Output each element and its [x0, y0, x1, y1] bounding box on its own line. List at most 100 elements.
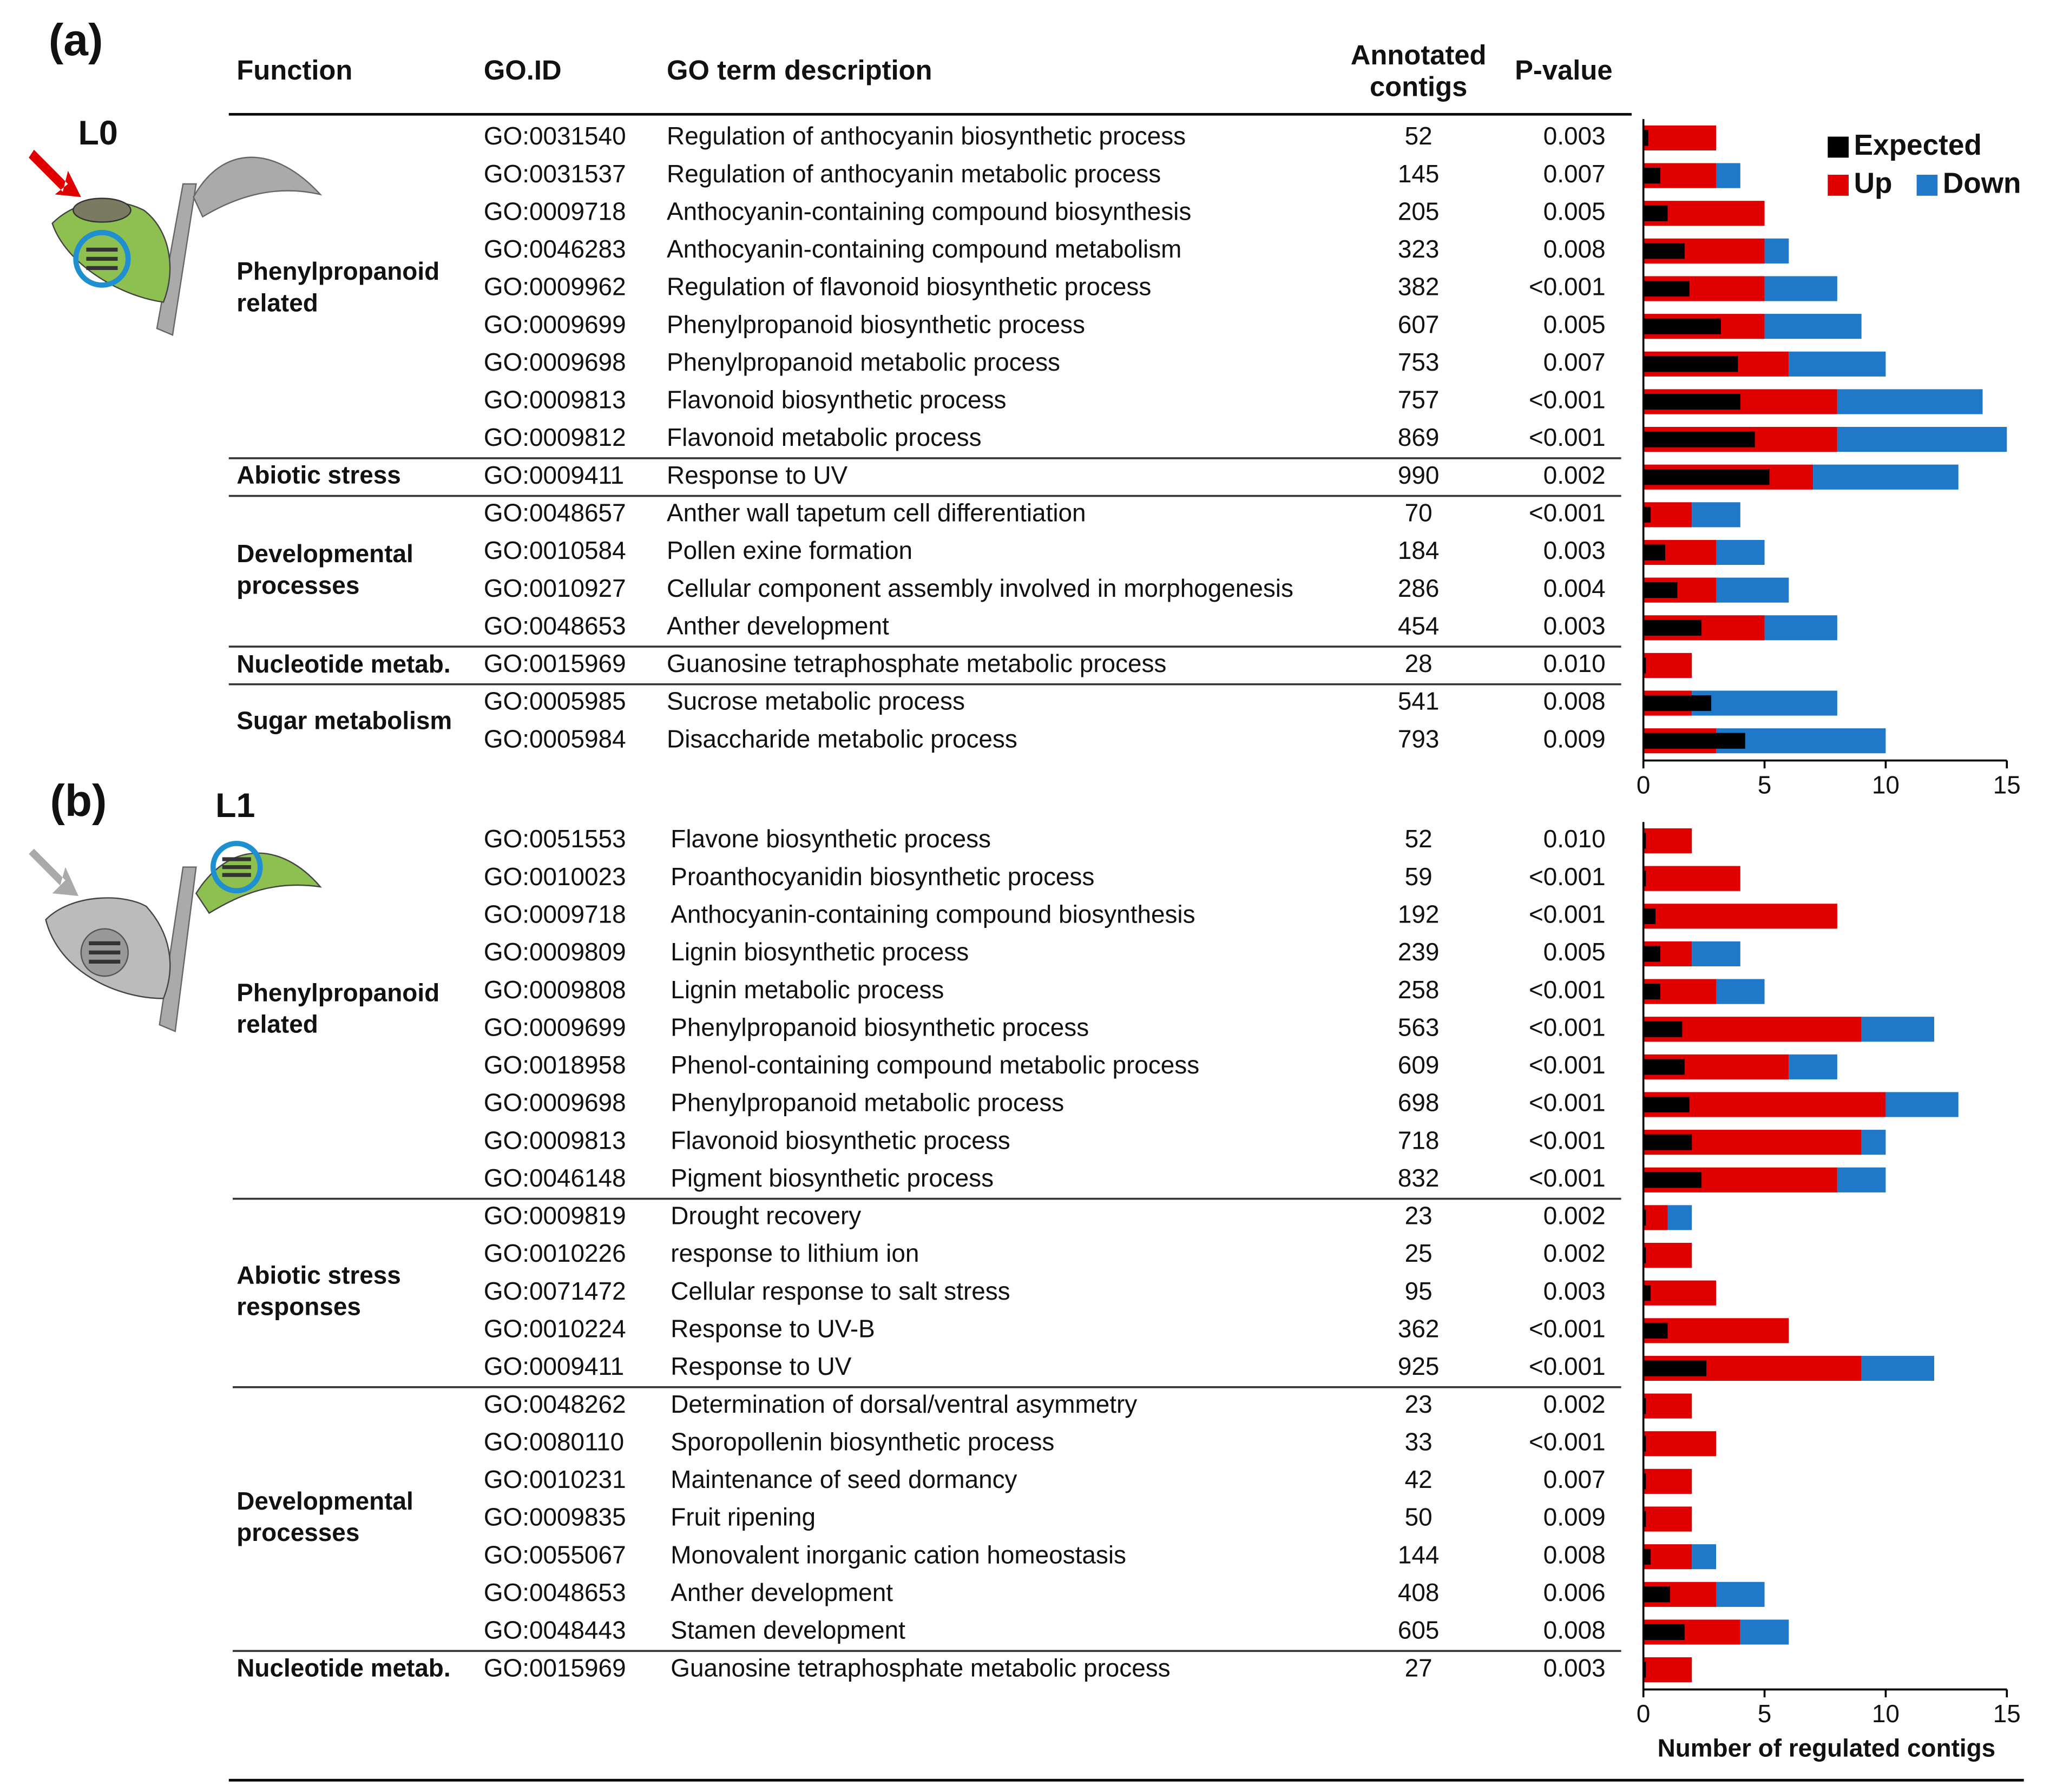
- x-tick-label: 10: [1872, 770, 1900, 799]
- annotated-contigs: 33: [1405, 1427, 1433, 1455]
- x-tick-label: 0: [1637, 770, 1651, 799]
- expected-bar: [1643, 1285, 1651, 1301]
- annotated-contigs: 205: [1398, 197, 1440, 225]
- go-term: Lignin biosynthetic process: [671, 938, 969, 966]
- annotated-contigs: 698: [1398, 1089, 1440, 1117]
- go-id: GO:0015969: [484, 1653, 626, 1682]
- annotated-contigs: 869: [1398, 423, 1440, 451]
- go-id: GO:0048443: [484, 1616, 626, 1644]
- go-term: response to lithium ion: [671, 1239, 919, 1267]
- go-id: GO:0046148: [484, 1164, 626, 1192]
- annotated-contigs: 239: [1398, 938, 1440, 966]
- p-value: 0.010: [1543, 649, 1606, 677]
- expected-bar: [1643, 506, 1651, 523]
- x-axis-label: Number of regulated contigs: [1658, 1734, 1996, 1762]
- go-id: GO:0010231: [484, 1465, 626, 1493]
- go-id: GO:0071472: [484, 1277, 626, 1305]
- p-value: 0.009: [1543, 724, 1606, 753]
- go-term: Lignin metabolic process: [671, 976, 944, 1004]
- legend-label: Up: [1854, 167, 1893, 199]
- annotated-contigs: 990: [1398, 461, 1440, 489]
- annotated-contigs: 184: [1398, 536, 1440, 564]
- p-value: 0.006: [1543, 1578, 1606, 1606]
- annotated-contigs: 258: [1398, 976, 1440, 1004]
- x-tick-label: 15: [1993, 1699, 2021, 1728]
- expected-bar: [1643, 1473, 1646, 1490]
- panel-label: (b): [50, 776, 107, 826]
- bar-segment: [1643, 1431, 1717, 1457]
- annotated-contigs: 323: [1398, 235, 1440, 263]
- go-term: Flavone biosynthetic process: [671, 825, 991, 853]
- function-label-box: Nucleotide metab.: [236, 651, 450, 678]
- go-id: GO:0010927: [484, 574, 626, 602]
- function-label-box: Phenylpropanoid related: [236, 259, 439, 318]
- annotated-contigs: 286: [1398, 574, 1440, 602]
- go-term: Proanthocyanidin biosynthetic process: [671, 862, 1094, 891]
- go-id: GO:0009812: [484, 423, 626, 451]
- function-label-box: Abiotic stress: [236, 463, 401, 490]
- stage-label: L1: [215, 787, 255, 825]
- annotated-contigs: 95: [1405, 1277, 1433, 1305]
- p-value: 0.005: [1543, 938, 1606, 966]
- p-value: 0.009: [1543, 1503, 1606, 1531]
- expected-bar: [1643, 908, 1656, 924]
- expected-bar: [1643, 1511, 1646, 1527]
- p-value: <0.001: [1529, 273, 1606, 301]
- go-id: GO:0009813: [484, 386, 626, 414]
- expected-bar: [1643, 984, 1661, 1000]
- go-id: GO:0005984: [484, 724, 626, 753]
- go-term: Sporopollenin biosynthetic process: [671, 1427, 1054, 1455]
- bar-segment: [1667, 1205, 1692, 1230]
- bar-segment: [1692, 502, 1740, 528]
- p-value: <0.001: [1529, 1427, 1606, 1455]
- annotated-contigs: 382: [1398, 273, 1440, 301]
- annotated-contigs: 757: [1398, 386, 1440, 414]
- bar-segment: [1692, 1544, 1717, 1570]
- bar-segment: [1716, 577, 1789, 603]
- function-label-box: Developmental processes: [236, 541, 413, 600]
- bar-segment: [1789, 351, 1886, 377]
- bar-segment: [1861, 1130, 1886, 1155]
- p-value: 0.003: [1543, 611, 1606, 640]
- p-value: 0.002: [1543, 1390, 1606, 1418]
- p-value: <0.001: [1529, 1126, 1606, 1154]
- go-id: GO:0080110: [484, 1427, 624, 1455]
- go-id: GO:0009808: [484, 976, 626, 1004]
- annotated-contigs: 25: [1405, 1239, 1433, 1267]
- p-value: 0.005: [1543, 197, 1606, 225]
- p-value: <0.001: [1529, 423, 1606, 451]
- bar-segment: [1885, 1092, 1959, 1117]
- column-header-box: Annotated contigs: [1351, 41, 1487, 102]
- expected-bar: [1643, 1624, 1685, 1641]
- annotated-contigs: 52: [1405, 825, 1433, 853]
- go-id: GO:0031537: [484, 160, 626, 188]
- expected-bar: [1643, 946, 1661, 962]
- annotated-contigs: 563: [1398, 1013, 1440, 1041]
- function-label-box: Sugar metabolism: [236, 708, 452, 735]
- expected-bar: [1643, 1549, 1651, 1565]
- p-value: 0.008: [1543, 687, 1606, 715]
- go-id: GO:0031540: [484, 122, 626, 150]
- go-id: GO:0009835: [484, 1503, 626, 1531]
- expected-bar: [1643, 695, 1712, 711]
- annotated-contigs: 408: [1398, 1578, 1440, 1606]
- p-value: <0.001: [1529, 1013, 1606, 1041]
- p-value: 0.003: [1543, 1653, 1606, 1682]
- p-value: <0.001: [1529, 386, 1606, 414]
- p-value: <0.001: [1529, 900, 1606, 928]
- bar-segment: [1643, 1544, 1692, 1570]
- go-id: GO:0009819: [484, 1201, 626, 1229]
- annotated-contigs: 605: [1398, 1616, 1440, 1644]
- p-value: 0.007: [1543, 348, 1606, 376]
- p-value: 0.010: [1543, 825, 1606, 853]
- go-id: GO:0048262: [484, 1390, 626, 1418]
- bar-segment: [1643, 502, 1692, 528]
- expected-bar: [1643, 469, 1770, 485]
- go-id: GO:0009718: [484, 900, 626, 928]
- annotated-contigs: 609: [1398, 1051, 1440, 1079]
- go-id: GO:0010584: [484, 536, 626, 564]
- go-id: GO:0009813: [484, 1126, 626, 1154]
- go-term: Stamen development: [671, 1616, 905, 1644]
- function-label: Phenylpropanoid related: [236, 980, 440, 1039]
- bar-segment: [1643, 828, 1692, 854]
